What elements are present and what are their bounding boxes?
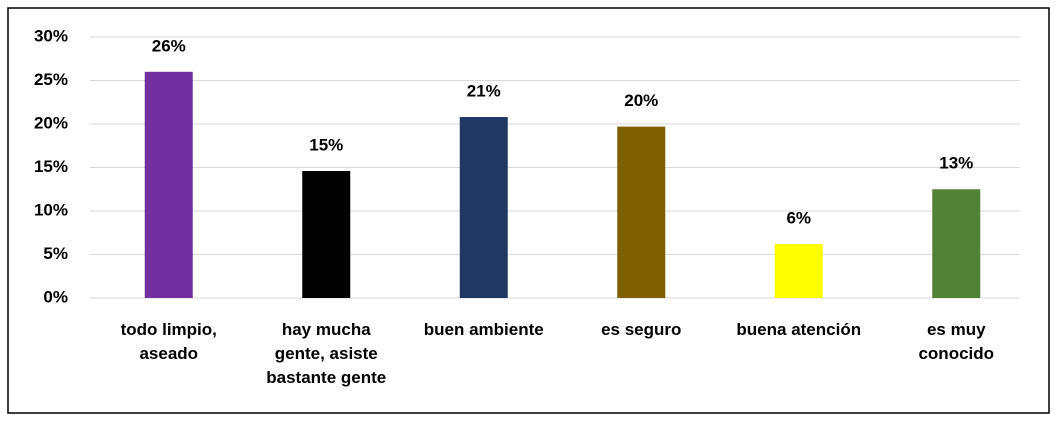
bar (302, 170, 351, 298)
x-tick-label: es seguro (601, 320, 682, 339)
bar (144, 71, 193, 298)
bar (932, 189, 981, 298)
data-label: 21% (467, 82, 501, 101)
y-tick-label: 0% (43, 287, 68, 306)
y-tick-label: 15% (34, 157, 68, 176)
x-tick-label: buena atención (736, 320, 862, 339)
data-label: 6% (786, 209, 811, 228)
x-tick-label: buen ambiente (423, 320, 544, 339)
bar (617, 126, 666, 298)
y-tick-label: 10% (34, 200, 68, 219)
y-tick-label: 30% (34, 26, 68, 45)
data-label: 15% (309, 135, 343, 154)
data-label: 20% (624, 91, 658, 110)
data-label: 13% (939, 154, 973, 173)
y-tick-label: 20% (34, 113, 68, 132)
bar (774, 244, 823, 298)
x-tick-label: es muy conocido (918, 320, 995, 363)
bar (459, 117, 508, 298)
data-label: 26% (152, 36, 186, 55)
x-tick-label: hay mucha gente, asiste bastante gente (266, 320, 387, 387)
y-tick-label: 25% (34, 70, 68, 89)
y-tick-label: 5% (43, 244, 68, 263)
x-tick-label: todo limpio, aseado (120, 320, 217, 363)
